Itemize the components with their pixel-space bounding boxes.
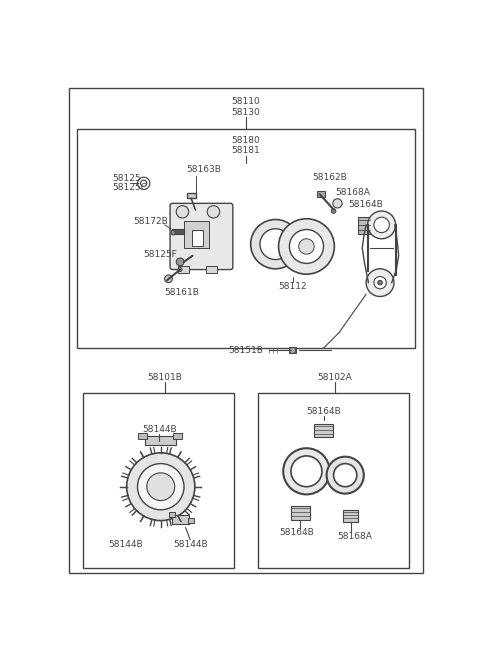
Circle shape — [331, 209, 336, 214]
Bar — [168, 512, 175, 517]
Circle shape — [251, 219, 300, 269]
Bar — [343, 510, 359, 522]
Text: 58130: 58130 — [232, 108, 260, 117]
Text: 58112: 58112 — [278, 282, 307, 291]
Circle shape — [171, 231, 176, 235]
Circle shape — [283, 448, 330, 495]
Circle shape — [176, 258, 184, 266]
Bar — [172, 515, 190, 525]
Bar — [137, 433, 147, 439]
Circle shape — [289, 347, 296, 354]
Text: 58181: 58181 — [232, 147, 260, 155]
Text: 58162B: 58162B — [312, 173, 347, 181]
Bar — [77, 128, 415, 348]
Circle shape — [291, 456, 322, 487]
Bar — [178, 266, 190, 273]
Bar — [316, 191, 325, 197]
Circle shape — [260, 229, 291, 259]
Circle shape — [334, 464, 357, 487]
Bar — [358, 217, 370, 234]
FancyBboxPatch shape — [170, 203, 233, 270]
Text: 58125F: 58125F — [144, 250, 178, 259]
Text: 58161B: 58161B — [165, 288, 200, 297]
Circle shape — [333, 198, 342, 208]
Circle shape — [176, 206, 189, 218]
Text: 58125C: 58125C — [113, 183, 147, 193]
Circle shape — [374, 217, 389, 233]
Text: 58164B: 58164B — [348, 200, 383, 208]
Text: 58172B: 58172B — [133, 217, 168, 225]
Circle shape — [137, 464, 184, 510]
Circle shape — [299, 239, 314, 254]
Text: 58144B: 58144B — [173, 540, 207, 549]
Text: 58180: 58180 — [232, 136, 260, 145]
Text: 58163B: 58163B — [186, 165, 221, 174]
Text: 58168A: 58168A — [337, 533, 372, 541]
Circle shape — [127, 453, 195, 521]
Bar — [145, 436, 176, 445]
Bar — [314, 424, 333, 438]
Text: 58151B: 58151B — [228, 346, 263, 355]
Bar — [187, 193, 196, 198]
Bar — [206, 266, 217, 273]
Text: 58125: 58125 — [113, 174, 141, 183]
Circle shape — [147, 473, 175, 500]
Text: 58144B: 58144B — [108, 540, 143, 549]
Circle shape — [137, 177, 150, 189]
Bar — [291, 506, 310, 520]
Bar — [173, 433, 182, 439]
Text: 58101B: 58101B — [147, 373, 182, 382]
Circle shape — [366, 269, 394, 297]
Circle shape — [374, 276, 386, 289]
Text: 58168A: 58168A — [335, 188, 370, 197]
Circle shape — [378, 280, 383, 285]
Bar — [192, 231, 204, 246]
Circle shape — [141, 180, 147, 187]
Bar — [184, 221, 209, 248]
Text: 58110: 58110 — [232, 97, 260, 106]
Circle shape — [278, 219, 335, 274]
Bar — [83, 393, 234, 569]
Circle shape — [207, 206, 220, 218]
Bar — [289, 347, 296, 354]
Circle shape — [178, 268, 182, 271]
Text: 58164B: 58164B — [306, 407, 341, 416]
Bar — [258, 393, 409, 569]
Text: 58164B: 58164B — [279, 529, 314, 537]
Bar — [188, 518, 194, 523]
Text: 58144B: 58144B — [142, 425, 177, 434]
Circle shape — [289, 229, 324, 263]
Text: 58102A: 58102A — [318, 373, 352, 382]
Circle shape — [165, 275, 172, 283]
Circle shape — [326, 457, 364, 494]
Circle shape — [368, 211, 396, 239]
Bar — [172, 229, 184, 234]
